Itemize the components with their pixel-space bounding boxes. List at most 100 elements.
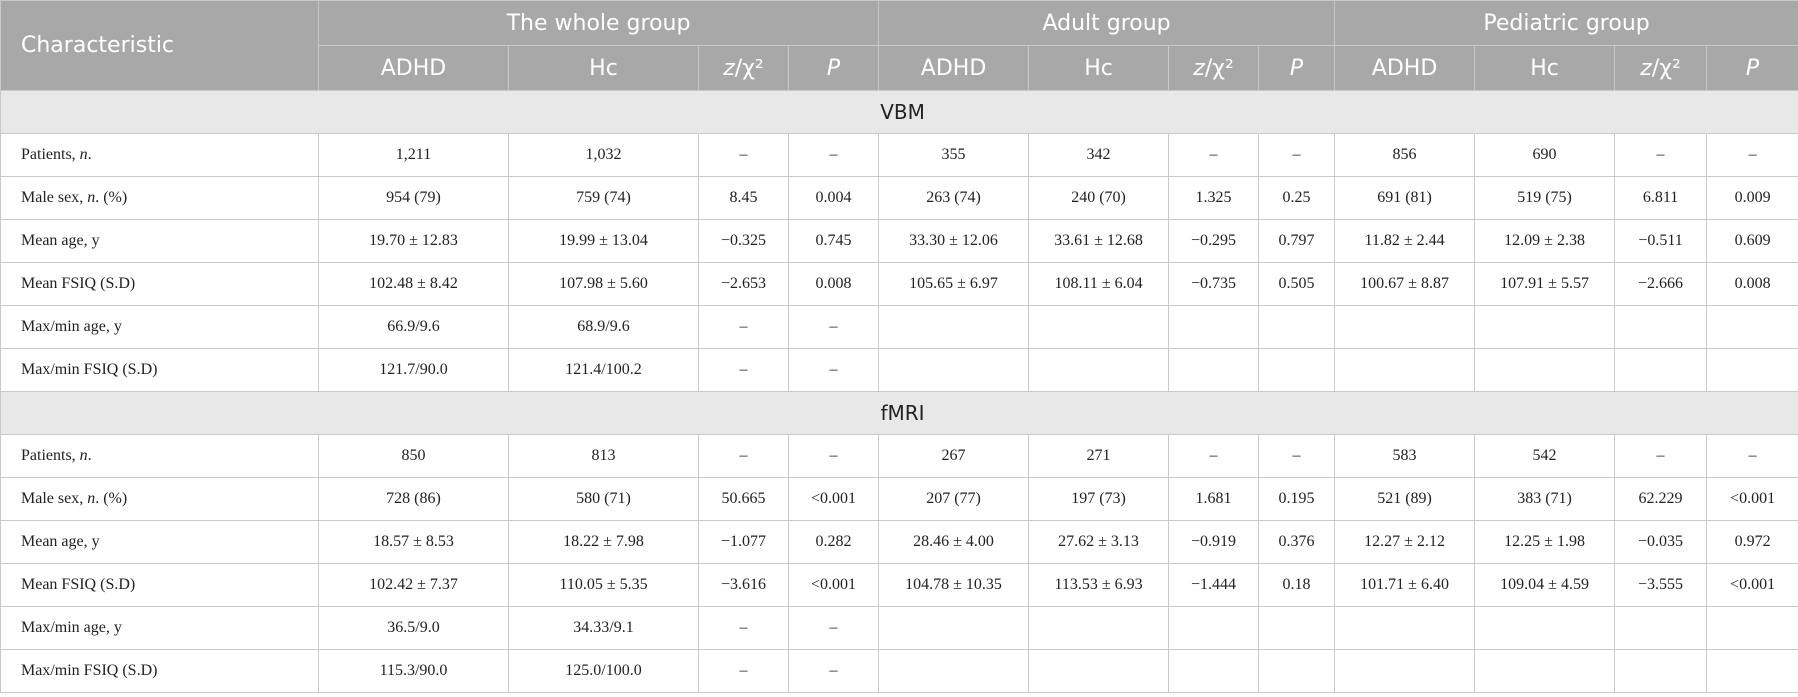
table-cell: 850 [318,434,509,478]
table-cell: −0.919 [1168,520,1260,564]
characteristic-header: Characteristic [0,0,319,91]
table-body: VBM Patients, n. 1,211 1,032– –355 342– –856 69… [0,90,1798,693]
table-cell: 125.0/100.0 [508,649,699,693]
table-cell: – [1614,434,1708,478]
table-cell: 27.62 ± 3.13 [1028,520,1170,564]
table-cell: 240 (70) [1028,176,1170,220]
table-row: Male sex, n. (%) 728 (86) 580 (71) 50.665 <0… [0,477,1798,521]
table-cell: – [787,606,880,650]
table-cell: 0.008 [1706,262,1798,306]
table-cell: 0.745 [787,219,880,263]
table-cell: 105.65 ± 6.97 [878,262,1030,306]
table-cell [1028,348,1170,392]
table-cell [1474,606,1616,650]
table-cell: 8.45 [698,176,789,220]
table-cell: 1.681 [1168,477,1260,521]
table-cell: – [698,305,789,349]
table-cell: – [787,434,880,478]
table-cell [1614,606,1708,650]
table-cell [1474,649,1616,693]
table-cell: 102.48 ± 8.42 [318,262,509,306]
table-cell: – [698,649,789,693]
table-cell [1614,348,1708,392]
table-row: Mean age, y 19.70 ± 12.83 19.99 ± 13.04 −0.… [0,219,1798,263]
row-label: Patients, n. [0,133,319,177]
table-cell: −1.444 [1168,563,1260,607]
adult-p-header: P [1258,45,1336,91]
table-cell [1706,348,1798,392]
table-cell [1334,305,1476,349]
section-row: fMRI [0,391,1798,435]
adult-adhd-header: ADHD [878,45,1030,91]
table-cell: 19.70 ± 12.83 [318,219,509,263]
table-cell [1028,649,1170,693]
table-cell [1614,305,1708,349]
row-label: Patients, n. [0,434,319,478]
table-cell: – [1706,434,1798,478]
table-cell [1474,305,1616,349]
table-cell: 0.505 [1258,262,1336,306]
table-cell: −0.735 [1168,262,1260,306]
table-cell: −0.511 [1614,219,1708,263]
table-cell: – [1258,133,1336,177]
adult-group-header: Adult group [878,0,1336,46]
table-cell: 68.9/9.6 [508,305,699,349]
table-cell [1706,305,1798,349]
table-cell [1028,606,1170,650]
table-cell: – [1168,133,1260,177]
table-row: Patients, n. 850 813– –267 271– –583 542– – [0,434,1798,478]
table-cell: 0.972 [1706,520,1798,564]
table-cell [1258,305,1336,349]
table-cell: 0.609 [1706,219,1798,263]
table-cell: – [698,606,789,650]
table-cell [1614,649,1708,693]
whole-adhd-header: ADHD [318,45,509,91]
table-cell: −0.035 [1614,520,1708,564]
table-cell: 542 [1474,434,1616,478]
table-cell: 19.99 ± 13.04 [508,219,699,263]
row-label: Max/min age, y [0,606,319,650]
table-cell: 34.33/9.1 [508,606,699,650]
table-cell: 110.05 ± 5.35 [508,563,699,607]
pediatric-hc-header: Hc [1474,45,1616,91]
table-cell [1258,649,1336,693]
column-header-row: ADHD Hc z/χ² P ADHD Hc z/χ² P ADHD Hc z/… [1,45,1798,91]
adult-stat-header: z/χ² [1168,45,1260,91]
table-cell [1168,649,1260,693]
table-cell: 62.229 [1614,477,1708,521]
table-row: Mean FSIQ (S.D) 102.48 ± 8.42 107.98 ± 5.6… [0,262,1798,306]
table-row: Male sex, n. (%) 954 (79) 759 (74) 8.45 0.00… [0,176,1798,220]
table-cell [1258,348,1336,392]
table-cell: 197 (73) [1028,477,1170,521]
table-cell [878,606,1030,650]
table-cell: 0.282 [787,520,880,564]
table-cell [1334,606,1476,650]
row-label: Mean age, y [0,219,319,263]
table-cell: <0.001 [1706,563,1798,607]
table-cell: 263 (74) [878,176,1030,220]
section-title: fMRI [0,391,1798,435]
table-cell: 813 [508,434,699,478]
table-cell: 12.09 ± 2.38 [1474,219,1616,263]
row-label: Mean FSIQ (S.D) [0,262,319,306]
table-cell: – [698,133,789,177]
table-cell: 0.009 [1706,176,1798,220]
row-label: Male sex, n. (%) [0,477,319,521]
row-label: Max/min FSIQ (S.D) [0,348,319,392]
table-cell: 12.25 ± 1.98 [1474,520,1616,564]
table-cell: 759 (74) [508,176,699,220]
table-cell: −0.325 [698,219,789,263]
table-cell [1168,305,1260,349]
table-cell: 1,211 [318,133,509,177]
table-cell: 33.61 ± 12.68 [1028,219,1170,263]
table-cell: 0.18 [1258,563,1336,607]
table-cell: 104.78 ± 10.35 [878,563,1030,607]
table-cell: 954 (79) [318,176,509,220]
table-cell: 519 (75) [1474,176,1616,220]
table-cell: – [787,305,880,349]
section-title: VBM [0,90,1798,134]
table-cell: 383 (71) [1474,477,1616,521]
table-cell: 521 (89) [1334,477,1476,521]
table-cell: 50.665 [698,477,789,521]
whole-p-header: P [787,45,880,91]
